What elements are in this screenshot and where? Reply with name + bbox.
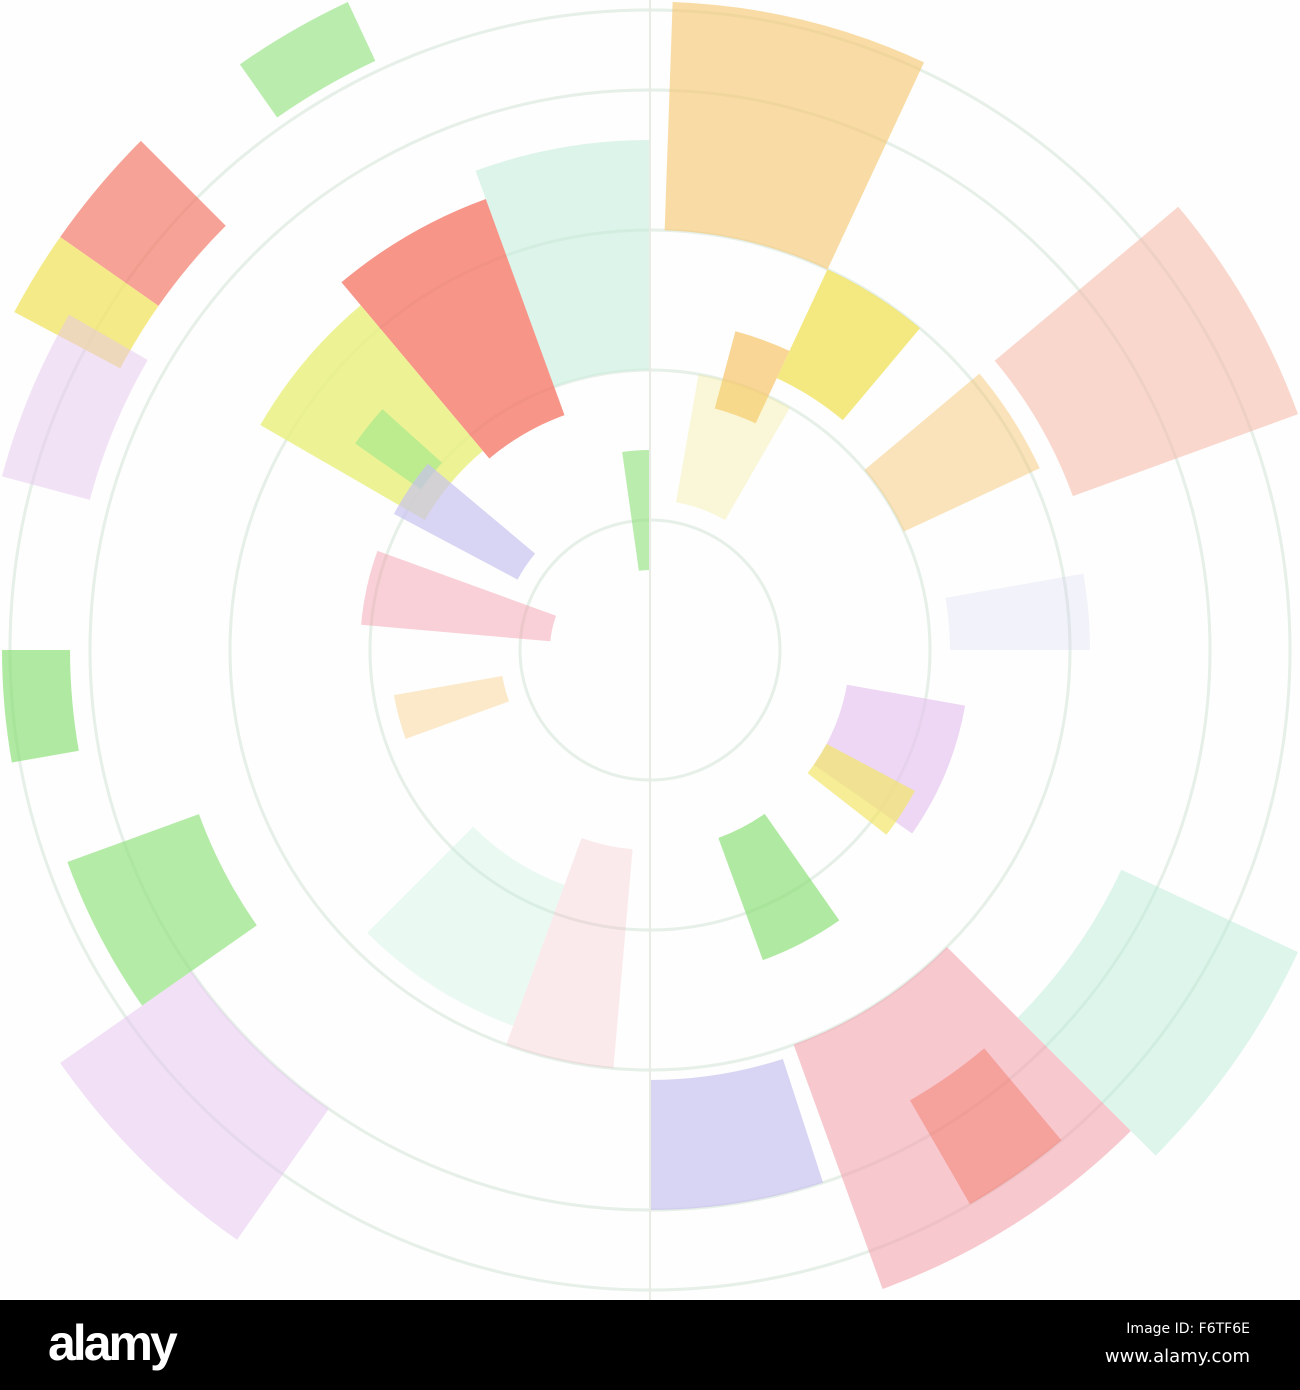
color-segment — [67, 814, 257, 1006]
color-segment — [664, 2, 925, 270]
color-segment — [361, 550, 557, 642]
alamy-logo: alamy — [48, 1315, 178, 1371]
color-segment — [622, 450, 650, 571]
color-segment — [2, 314, 148, 500]
color-segment — [393, 463, 536, 580]
color-segment — [60, 140, 226, 306]
color-segment — [813, 684, 966, 834]
color-segment — [1017, 869, 1298, 1156]
color-segment — [2, 650, 79, 763]
color-segment — [864, 373, 1040, 532]
color-segment — [650, 1058, 824, 1210]
color-segment — [945, 573, 1090, 650]
color-segment — [807, 743, 915, 835]
color-segment — [239, 2, 376, 118]
color-segment — [60, 971, 329, 1240]
color-segment — [910, 1048, 1062, 1205]
color-segment — [994, 206, 1298, 497]
color-segment — [393, 676, 510, 739]
color-segment — [355, 409, 442, 490]
color-segment — [367, 826, 565, 1026]
abstract-radial-artwork — [0, 0, 1300, 1300]
website-label: www.alamy.com — [1104, 1346, 1250, 1367]
watermark-footer: alamy Image ID: F6TF6E www.alamy.com — [0, 1300, 1300, 1390]
color-segment — [341, 198, 565, 459]
color-segment — [475, 140, 650, 387]
color-segment — [714, 331, 790, 424]
color-segment — [676, 374, 790, 521]
color-segment — [776, 269, 920, 421]
color-segment — [718, 813, 840, 961]
image-id-label: Image ID: F6TF6E — [1126, 1321, 1250, 1337]
color-segment — [506, 837, 633, 1069]
color-segment — [14, 237, 159, 369]
